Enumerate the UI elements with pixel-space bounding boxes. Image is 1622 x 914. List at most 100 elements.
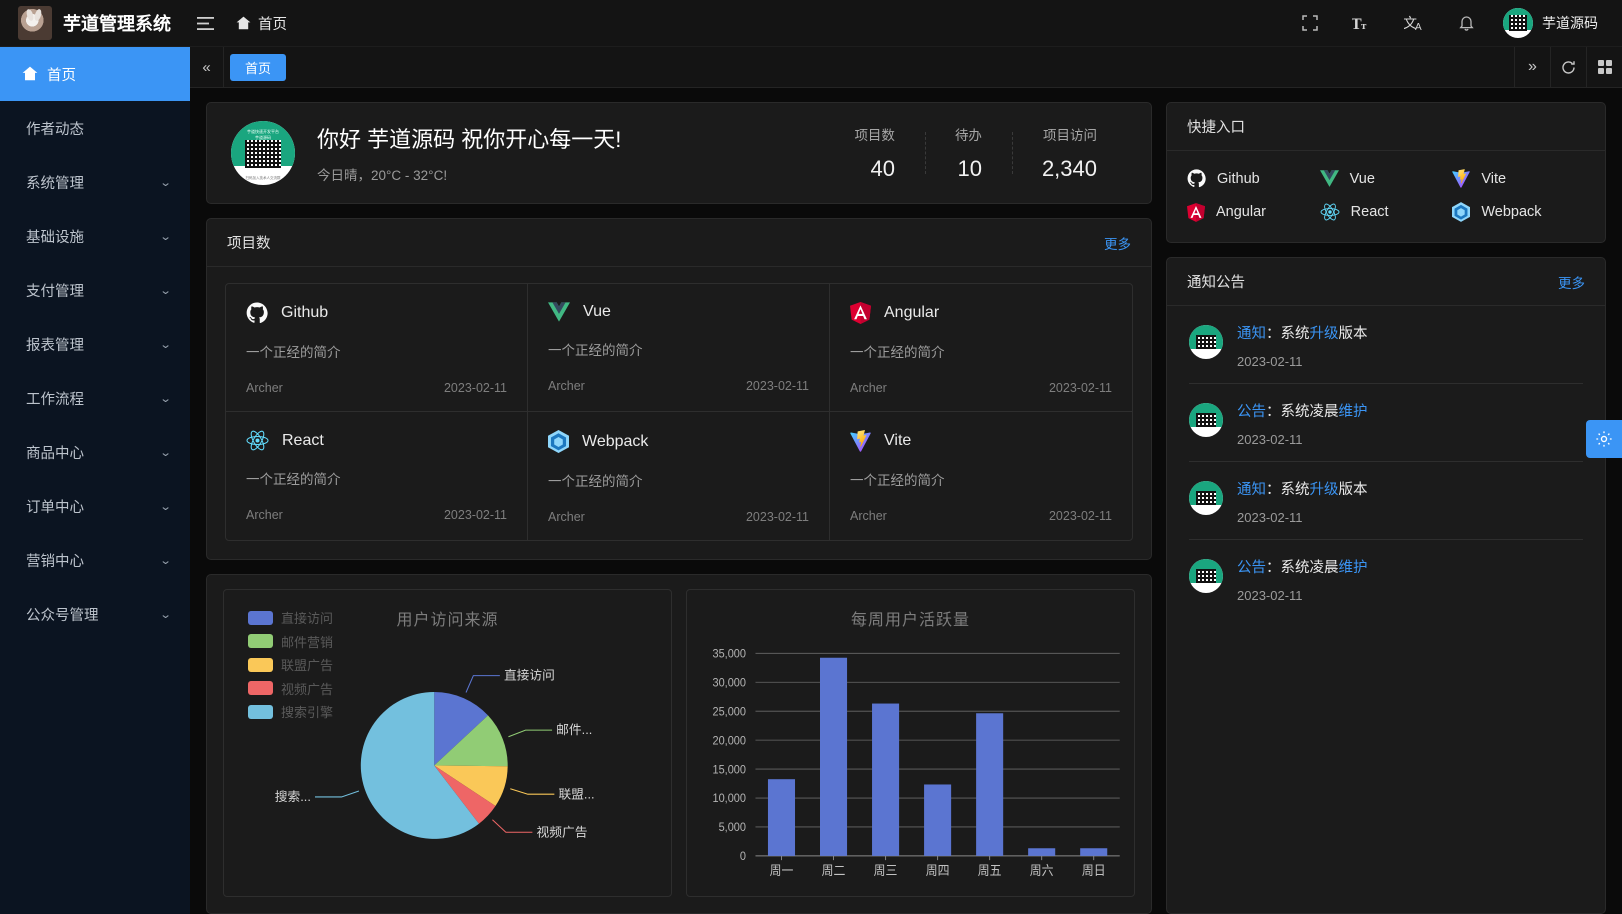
bell-icon[interactable] xyxy=(1451,8,1481,38)
bar[interactable] xyxy=(1080,848,1108,856)
settings-drawer-button[interactable] xyxy=(1586,420,1622,458)
breadcrumb[interactable]: 首页 xyxy=(236,13,287,34)
list-item[interactable]: 公告：系统凌晨维护 2023-02-11 xyxy=(1189,539,1583,617)
pie-slice[interactable] xyxy=(434,692,489,766)
bar[interactable] xyxy=(924,784,952,856)
sidebar-item-system[interactable]: 系统管理 ⌄ xyxy=(0,155,190,209)
brand[interactable]: 芋道管理系统 xyxy=(0,6,190,40)
pie-slice[interactable] xyxy=(434,765,508,806)
quick-item-webpack[interactable]: Webpack xyxy=(1452,202,1585,222)
project-card-react[interactable]: React 一个正经的简介 Archer 2023-02-11 xyxy=(226,412,528,540)
font-size-icon[interactable]: T т xyxy=(1347,8,1377,38)
charts-row: 用户访问来源 直接访问 邮件营销 xyxy=(207,575,1151,913)
bar[interactable] xyxy=(820,657,848,856)
pie-slice[interactable] xyxy=(434,715,508,767)
sidebar-item-report[interactable]: 报表管理 ⌄ xyxy=(0,317,190,371)
project-name: Angular xyxy=(884,304,940,321)
legend-label: 联盟广告 xyxy=(281,658,334,674)
project-date: 2023-02-11 xyxy=(443,381,507,395)
legend-swatch xyxy=(248,634,273,649)
project-desc: 一个正经的简介 xyxy=(850,473,945,488)
sidebar-item-home[interactable]: 首页 xyxy=(0,47,190,101)
sidebar-item-workflow[interactable]: 工作流程 ⌄ xyxy=(0,371,190,425)
sidebar-item-mp[interactable]: 公众号管理 ⌄ xyxy=(0,587,190,641)
hamburger-menu-icon[interactable] xyxy=(190,8,220,38)
quick-item-react[interactable]: React xyxy=(1320,202,1453,222)
sidebar-item-pay[interactable]: 支付管理 ⌄ xyxy=(0,263,190,317)
pie-chart-canvas: 直接访问邮件...联盟...视频广告搜索... xyxy=(275,668,595,840)
tab-home[interactable]: 首页 xyxy=(230,53,287,81)
sidebar-item-label: 报表管理 xyxy=(26,337,84,354)
pie-slice[interactable] xyxy=(434,765,496,824)
project-date: 2023-02-11 xyxy=(443,508,507,522)
sidebar-item-infra[interactable]: 基础设施 ⌄ xyxy=(0,209,190,263)
avatar xyxy=(1189,403,1223,437)
tabs-scroll: 首页 xyxy=(224,47,1514,87)
chevron-down-icon: ⌄ xyxy=(159,230,172,243)
notice-date: 2023-02-11 xyxy=(1237,354,1303,369)
brand-title: 芋道管理系统 xyxy=(63,14,171,34)
notice-title: 公告：系统凌晨维护 xyxy=(1237,400,1583,421)
refresh-icon[interactable] xyxy=(1550,47,1586,87)
sidebar-item-product[interactable]: 商品中心 ⌄ xyxy=(0,425,190,479)
stat-label: 待办 xyxy=(954,128,982,143)
sidebar-item-author-news[interactable]: 作者动态 xyxy=(0,101,190,155)
sidebar-item-marketing[interactable]: 营销中心 ⌄ xyxy=(0,533,190,587)
chevron-down-icon: ⌄ xyxy=(159,176,172,189)
bar[interactable] xyxy=(872,703,900,856)
chevron-double-left-icon[interactable]: « xyxy=(190,47,224,87)
body-row: 首页 作者动态 系统管理 ⌄ 基础设施 ⌄ 支付管理 ⌄ 报表管理 ⌄ xyxy=(0,47,1622,914)
pie-chart-title: 用户访问来源 xyxy=(396,612,499,629)
project-card-webpack[interactable]: Webpack 一个正经的简介 Archer 2023-02-11 xyxy=(528,412,830,540)
projects-more-link[interactable]: 更多 xyxy=(1104,236,1131,252)
quick-item-angular[interactable]: Angular xyxy=(1187,202,1320,222)
welcome-text: 你好 芋道源码 祝你开心每一天! 今日晴，20°C - 32°C! xyxy=(317,122,824,184)
grid-icon[interactable] xyxy=(1586,47,1622,87)
pie-slice[interactable] xyxy=(360,692,479,839)
list-item[interactable]: 通知：系统升级版本 2023-02-11 xyxy=(1189,461,1583,539)
legend-swatch xyxy=(248,657,273,672)
notice-date: 2023-02-11 xyxy=(1237,588,1303,603)
project-card-github[interactable]: Github 一个正经的简介 Archer 2023-02-11 xyxy=(226,284,528,412)
sidebar-item-label: 工作流程 xyxy=(26,391,84,408)
list-item[interactable]: 通知：系统升级版本 2023-02-11 xyxy=(1189,306,1583,383)
notices-more-link[interactable]: 更多 xyxy=(1558,275,1585,291)
sidebar-item-label: 支付管理 xyxy=(26,283,84,300)
project-card-angular[interactable]: Angular 一个正经的简介 Archer 2023-02-11 xyxy=(830,284,1132,412)
project-desc: 一个正经的简介 xyxy=(548,474,643,489)
notice-prefix: 通知 xyxy=(1237,326,1266,342)
pie-chart[interactable]: 用户访问来源 直接访问 邮件营销 xyxy=(223,589,672,897)
y-axis-tick: 35,000 xyxy=(713,648,746,661)
pie-slice-label: 视频广告 xyxy=(536,824,587,839)
vue-icon xyxy=(548,302,570,322)
y-axis-tick: 0 xyxy=(740,851,746,864)
bar-chart[interactable]: 每周用户活跃量 0 5,000 10,000 15,000 20,000 25,000 30… xyxy=(686,589,1135,897)
quick-item-vite[interactable]: Vite xyxy=(1452,169,1585,188)
pie-slice-label: 搜索... xyxy=(275,789,311,804)
user-chip[interactable]: 芋道源码 xyxy=(1503,8,1598,38)
project-author: Archer xyxy=(246,381,283,395)
home-icon xyxy=(236,16,251,30)
charts-card: 用户访问来源 直接访问 邮件营销 xyxy=(206,574,1152,914)
y-axis-tick: 10,000 xyxy=(713,793,746,806)
bar[interactable] xyxy=(767,779,796,856)
projects-body: Github 一个正经的简介 Archer 2023-02-11 xyxy=(207,267,1151,559)
notices-header: 通知公告 更多 xyxy=(1167,258,1605,306)
quick-item-vue[interactable]: Vue xyxy=(1319,169,1453,188)
list-item[interactable]: 公告：系统凌晨维护 2023-02-11 xyxy=(1189,383,1583,461)
bar[interactable] xyxy=(976,713,1004,856)
bar[interactable] xyxy=(1028,848,1056,856)
main-area: « 首页 » xyxy=(190,47,1622,914)
project-card-vue[interactable]: Vue 一个正经的简介 Archer 2023-02-11 xyxy=(528,284,830,412)
quick-item-github[interactable]: Github xyxy=(1187,169,1320,188)
translate-icon[interactable]: 文 A xyxy=(1399,8,1429,38)
svg-text:т: т xyxy=(1361,20,1367,32)
legend-label: 邮件营销 xyxy=(281,634,334,650)
legend-item: 视频广告 xyxy=(248,677,333,701)
chevron-double-right-icon[interactable]: » xyxy=(1514,47,1550,87)
fullscreen-icon[interactable] xyxy=(1295,8,1325,38)
sidebar-item-order[interactable]: 订单中心 ⌄ xyxy=(0,479,190,533)
svg-text:T: T xyxy=(1352,16,1362,32)
welcome-card: 芋道快速开发平台芋道源码源码版 扫码加入技术人交流群 你好 芋道源码 祝你开心每… xyxy=(206,102,1152,204)
project-card-vite[interactable]: Vite 一个正经的简介 Archer 2023-02-11 xyxy=(830,412,1132,540)
